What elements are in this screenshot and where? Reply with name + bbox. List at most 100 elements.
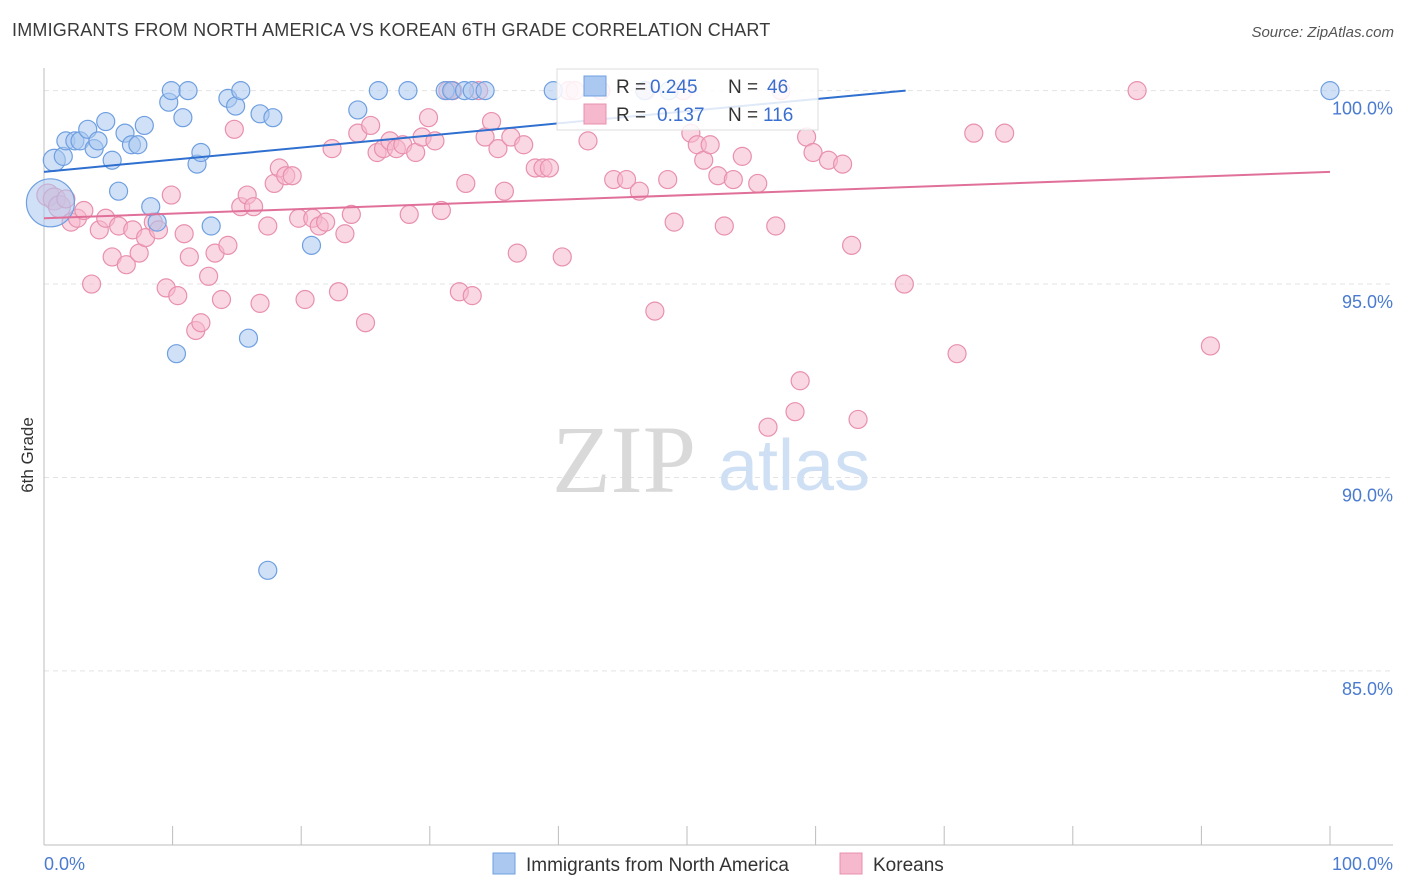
blue-point-29 bbox=[238, 328, 259, 348]
bottom-legend-label-2: Koreans bbox=[873, 855, 944, 876]
blue-point-8 bbox=[88, 131, 108, 151]
pink-point-73 bbox=[507, 243, 527, 263]
pink-point-70 bbox=[488, 139, 508, 159]
pink-point-81 bbox=[578, 131, 598, 151]
blue-point-24 bbox=[191, 142, 211, 163]
pink-point-103 bbox=[785, 402, 805, 422]
pink-point-6 bbox=[74, 200, 94, 221]
pink-point-84 bbox=[616, 169, 637, 190]
blue-point-22 bbox=[178, 81, 198, 101]
legend-r-label-1: R = bbox=[616, 77, 646, 98]
pink-point-59 bbox=[418, 108, 439, 128]
pink-trend-line bbox=[43, 170, 1331, 220]
pink-point-45 bbox=[328, 282, 349, 302]
bottom-legend: Immigrants from North America Koreans bbox=[492, 852, 944, 876]
legend-box: R = 0.245 N = 46 R = 0.137 N = 116 bbox=[556, 68, 819, 131]
pink-point-28 bbox=[218, 235, 238, 255]
blue-point-17 bbox=[147, 212, 167, 232]
pink-point-116 bbox=[1200, 336, 1221, 356]
pink-point-89 bbox=[664, 212, 684, 232]
legend-r-value-1: 0.245 bbox=[650, 77, 698, 98]
pink-point-100 bbox=[758, 417, 778, 437]
pink-point-29 bbox=[224, 119, 244, 139]
blue-point-19 bbox=[161, 81, 181, 101]
watermark-atlas: atlas bbox=[718, 426, 870, 506]
pink-point-69 bbox=[481, 111, 502, 132]
pink-point-40 bbox=[295, 289, 315, 310]
pink-point-110 bbox=[848, 409, 868, 430]
pink-point-21 bbox=[174, 224, 194, 244]
blue-point-0 bbox=[25, 178, 76, 228]
blue-point-35 bbox=[368, 81, 388, 101]
pink-point-24 bbox=[191, 313, 211, 333]
pink-point-27 bbox=[211, 289, 232, 310]
y-tick-label-2: 90.0% bbox=[1342, 485, 1393, 505]
legend-n-label-2: N = bbox=[728, 105, 758, 126]
blue-point-21 bbox=[173, 108, 193, 128]
pink-point-50 bbox=[361, 115, 381, 136]
blue-point-34 bbox=[348, 100, 368, 120]
pink-point-19 bbox=[161, 185, 181, 205]
source-label: Source: ZipAtlas.com bbox=[1251, 24, 1394, 41]
blue-point-32 bbox=[263, 108, 283, 128]
bottom-legend-swatch-blue bbox=[492, 852, 516, 875]
blue-point-28 bbox=[231, 81, 251, 101]
blue-point-20 bbox=[166, 344, 187, 364]
blue-point-25 bbox=[201, 216, 221, 236]
y-tick-label-0: 100.0% bbox=[1332, 99, 1393, 119]
blue-point-33 bbox=[301, 235, 322, 255]
pink-point-65 bbox=[456, 173, 476, 194]
x-tick-label-max: 100.0% bbox=[1332, 854, 1393, 874]
legend-r-label-2: R = bbox=[616, 105, 646, 126]
pink-point-34 bbox=[258, 216, 278, 236]
y-tick-label-3: 85.0% bbox=[1342, 679, 1393, 699]
y-tick-labels: 100.0% 95.0% 90.0% 85.0% bbox=[1332, 99, 1393, 699]
pink-point-87 bbox=[645, 301, 665, 321]
pink-point-96 bbox=[714, 216, 734, 236]
pink-point-74 bbox=[514, 135, 534, 155]
pink-point-12 bbox=[116, 255, 136, 275]
pink-point-88 bbox=[658, 169, 678, 190]
pink-point-47 bbox=[341, 204, 361, 225]
pink-point-20 bbox=[168, 286, 188, 306]
pink-point-77 bbox=[539, 158, 559, 178]
pink-point-78 bbox=[552, 247, 572, 267]
pink-point-114 bbox=[995, 123, 1015, 143]
watermark-zip: ZIP bbox=[552, 406, 696, 513]
bottom-legend-swatch-pink bbox=[839, 852, 863, 875]
pink-point-101 bbox=[766, 216, 786, 236]
blue-point-31 bbox=[258, 560, 278, 580]
series-immigrants-north-america bbox=[25, 81, 1340, 580]
blue-point-15 bbox=[134, 115, 154, 136]
blue-point-9 bbox=[96, 111, 116, 132]
series-koreans bbox=[36, 81, 1221, 437]
pink-point-98 bbox=[732, 146, 752, 166]
blue-point-45 bbox=[1320, 81, 1340, 101]
pink-point-113 bbox=[964, 123, 984, 143]
bottom-legend-label-1: Immigrants from North America bbox=[526, 855, 789, 876]
blue-point-14 bbox=[128, 135, 148, 155]
pink-point-109 bbox=[842, 235, 862, 255]
pink-point-66 bbox=[462, 286, 482, 306]
pink-point-99 bbox=[748, 173, 768, 194]
legend-r-value-2: 0.137 bbox=[657, 105, 705, 126]
pink-point-108 bbox=[833, 154, 853, 174]
pink-point-94 bbox=[700, 135, 720, 155]
pink-point-104 bbox=[790, 371, 810, 391]
pink-point-115 bbox=[1127, 81, 1147, 101]
chart-title: IMMIGRANTS FROM NORTH AMERICA VS KOREAN … bbox=[12, 20, 771, 40]
pink-point-44 bbox=[322, 139, 342, 159]
pink-point-25 bbox=[199, 266, 219, 286]
y-tick-label-1: 95.0% bbox=[1342, 292, 1393, 312]
pink-point-112 bbox=[947, 344, 967, 364]
x-tick-label-min: 0.0% bbox=[44, 854, 85, 874]
pink-point-61 bbox=[431, 200, 451, 221]
pink-point-46 bbox=[335, 224, 355, 244]
blue-point-36 bbox=[398, 81, 418, 101]
legend-n-value-1: 46 bbox=[767, 77, 788, 98]
pink-point-32 bbox=[244, 197, 264, 217]
pink-point-106 bbox=[803, 142, 823, 163]
legend-swatch-pink bbox=[583, 103, 607, 125]
legend-swatch-blue bbox=[583, 75, 607, 97]
